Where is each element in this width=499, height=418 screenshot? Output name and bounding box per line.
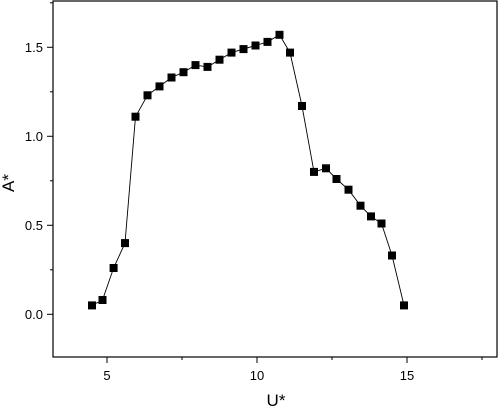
- data-point-marker: [275, 30, 284, 39]
- x-tick-label: 15: [400, 368, 414, 383]
- data-point-marker: [344, 185, 353, 194]
- series-line: [91, 34, 405, 306]
- data-point-marker: [377, 219, 386, 228]
- data-point-marker: [367, 212, 375, 221]
- y-tick-label: 1.0: [25, 129, 43, 144]
- data-point-marker: [227, 48, 236, 57]
- y-axis-title: A*: [0, 174, 18, 192]
- data-point-marker: [263, 37, 272, 46]
- data-point-marker: [215, 55, 224, 64]
- data-point-marker: [356, 201, 365, 210]
- x-axis: 5 10 15: [103, 357, 483, 383]
- data-point-marker: [388, 251, 396, 260]
- series-layer: [88, 30, 408, 310]
- data-point-marker: [322, 164, 330, 173]
- data-point-marker: [143, 91, 152, 100]
- data-point-marker: [109, 264, 118, 272]
- data-point-marker: [179, 68, 188, 77]
- x-tick-label: 10: [250, 368, 264, 383]
- y-tick-label: 1.5: [25, 40, 43, 55]
- data-point-marker: [191, 61, 200, 70]
- y-tick-label: 0.5: [25, 218, 43, 233]
- data-point-marker: [203, 62, 212, 71]
- data-point-marker: [310, 167, 318, 176]
- data-point-marker: [239, 45, 248, 54]
- data-point-marker: [400, 301, 408, 310]
- data-point-marker: [251, 41, 260, 50]
- x-axis-title: U*: [267, 391, 286, 410]
- data-point-marker: [88, 301, 96, 310]
- data-point-marker: [298, 102, 306, 110]
- y-tick-label: 0.0: [25, 307, 43, 322]
- data-point-marker: [131, 112, 140, 121]
- data-point-marker: [332, 175, 341, 183]
- data-point-marker: [167, 73, 176, 82]
- plot-border: [52, 0, 498, 358]
- x-tick-label: 5: [103, 368, 110, 383]
- data-point-marker: [155, 82, 164, 91]
- data-point-marker: [286, 48, 294, 57]
- y-axis: 0.0 0.5 1.0 1.5: [25, 2, 53, 322]
- plot-frame: [52, 0, 498, 358]
- data-point-marker: [121, 239, 129, 248]
- data-point-marker: [98, 296, 107, 304]
